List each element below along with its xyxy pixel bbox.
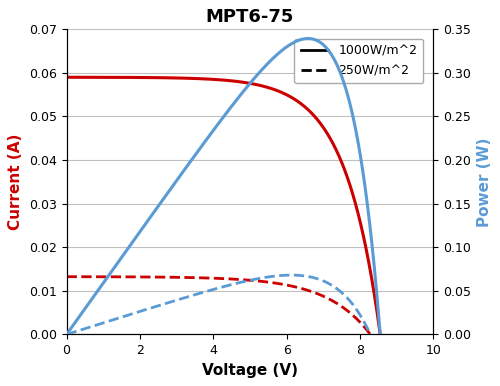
Y-axis label: Current (A): Current (A) xyxy=(8,134,24,230)
Y-axis label: Power (W): Power (W) xyxy=(476,137,492,227)
X-axis label: Voltage (V): Voltage (V) xyxy=(202,363,298,378)
Title: MPT6-75: MPT6-75 xyxy=(206,8,294,26)
Legend: 1000W/m^2, 250W/m^2: 1000W/m^2, 250W/m^2 xyxy=(294,39,424,83)
